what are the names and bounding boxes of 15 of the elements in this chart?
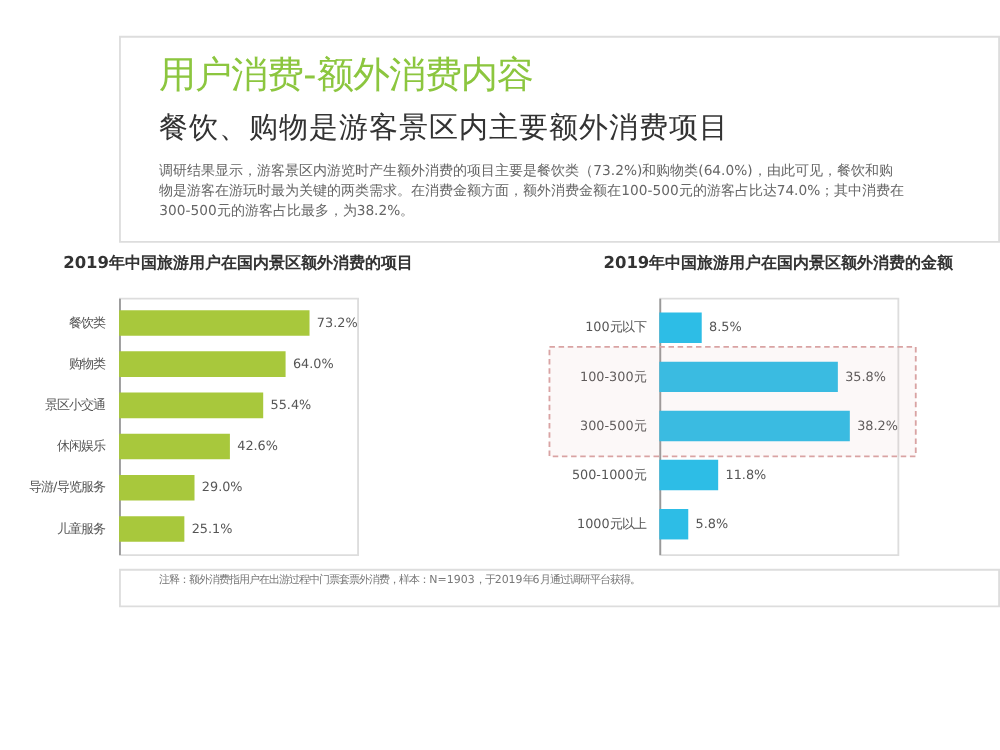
bar: [659, 459, 719, 491]
text: 餐饮、购物是游客景区内主要额外消费项目: [159, 110, 730, 145]
text: 用户消费-额外消费内容: [159, 55, 533, 98]
chart-title: 2019年中国旅游用户在国内景区额外消费的金额: [603, 252, 956, 273]
bar: [119, 351, 286, 377]
bar: [119, 433, 230, 460]
bar: [119, 516, 185, 542]
chart-title: 2019年中国旅游用户在国内景区额外消费的项目: [63, 252, 414, 273]
bar: [659, 312, 702, 343]
bar: [659, 508, 689, 540]
bar: [119, 310, 310, 336]
bar: [119, 392, 264, 419]
bar: [659, 410, 850, 442]
bar: [659, 361, 838, 393]
bar: [119, 475, 195, 501]
